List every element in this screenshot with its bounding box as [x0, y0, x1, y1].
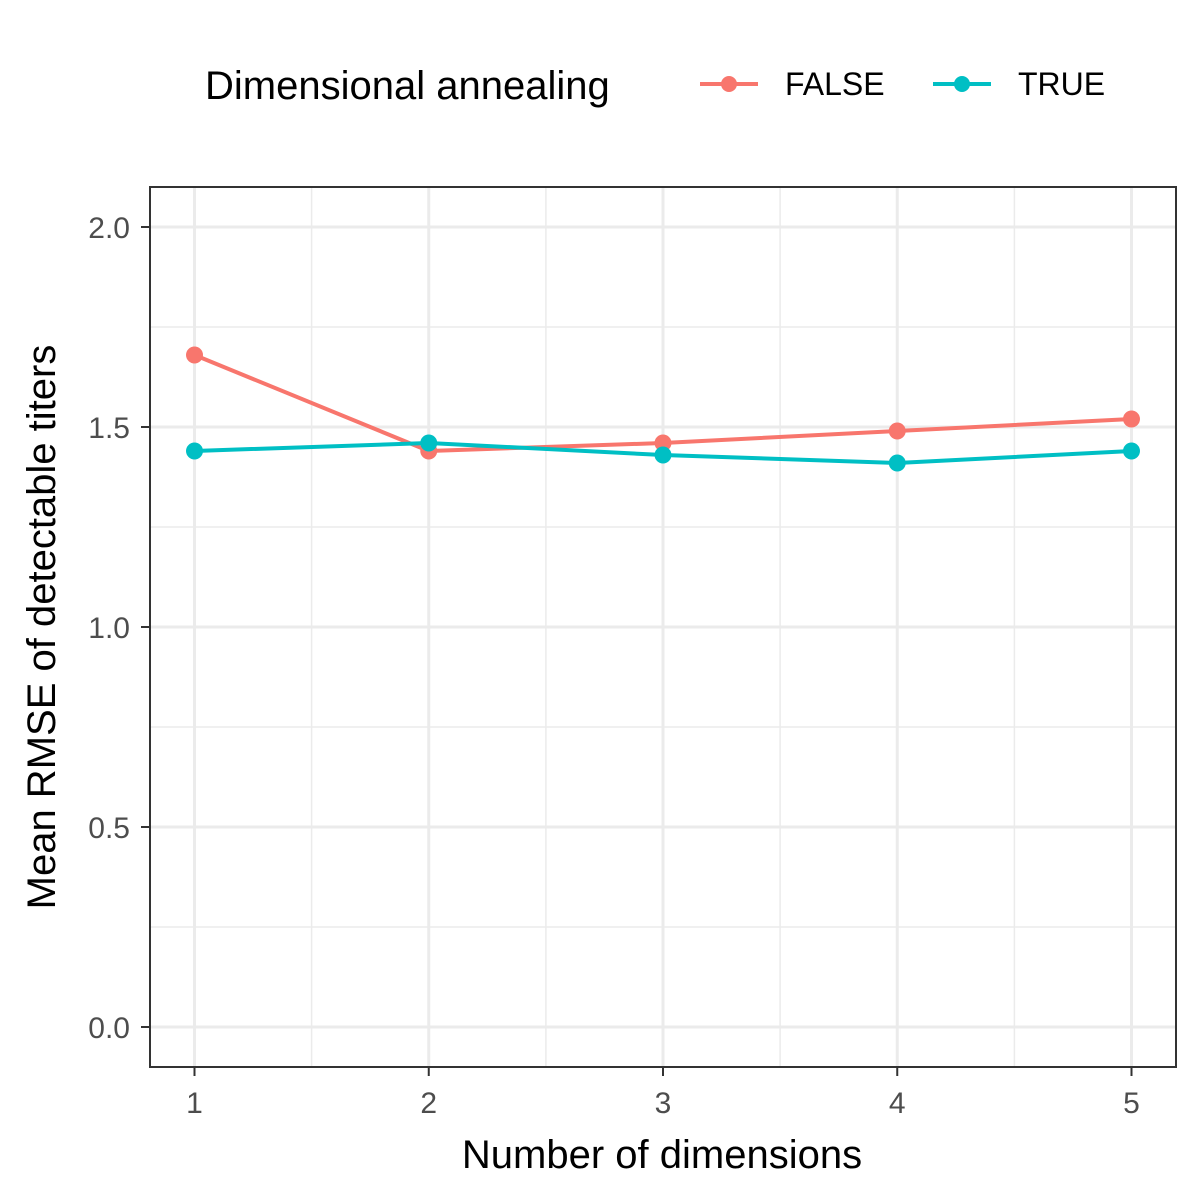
y-tick-label: 2.0 [88, 212, 130, 245]
y-tick-label: 1.0 [88, 612, 130, 645]
legend-label-true: TRUE [1018, 66, 1105, 102]
axis-ticks [141, 226, 1133, 1076]
x-tick-label: 3 [655, 1087, 672, 1120]
data-point-true [186, 442, 204, 460]
legend-item-true: TRUE [933, 66, 1105, 102]
x-tick-label: 1 [186, 1087, 203, 1120]
y-tick-label: 1.5 [88, 412, 130, 445]
grid-major [150, 187, 1176, 1067]
y-tick-label: 0.0 [88, 1012, 130, 1045]
x-axis-title: Number of dimensions [462, 1133, 862, 1177]
x-tick-label: 2 [420, 1087, 437, 1120]
x-tick-label: 5 [1123, 1087, 1140, 1120]
legend-key-point-true [954, 76, 970, 92]
series-layer [186, 346, 1140, 472]
y-axis-title: Mean RMSE of detectable titers [20, 345, 64, 910]
data-point-true [1122, 442, 1140, 460]
data-point-true [888, 454, 906, 472]
data-point-true [420, 434, 438, 452]
legend-title: Dimensional annealing [205, 64, 610, 108]
legend: Dimensional annealing FALSE TRUE [205, 64, 1105, 108]
data-point-false [654, 434, 672, 452]
legend-label-false: FALSE [785, 66, 885, 102]
tick-labels: 1 2 3 4 5 0.0 0.5 1.0 1.5 2.0 [88, 212, 1140, 1120]
data-point-true [654, 446, 672, 464]
x-tick-label: 4 [889, 1087, 906, 1120]
y-tick-label: 0.5 [88, 812, 130, 845]
data-point-false [186, 346, 204, 364]
data-point-false [888, 422, 906, 440]
legend-key-point-false [721, 76, 737, 92]
legend-item-false: FALSE [700, 66, 885, 102]
data-point-false [1122, 410, 1140, 428]
